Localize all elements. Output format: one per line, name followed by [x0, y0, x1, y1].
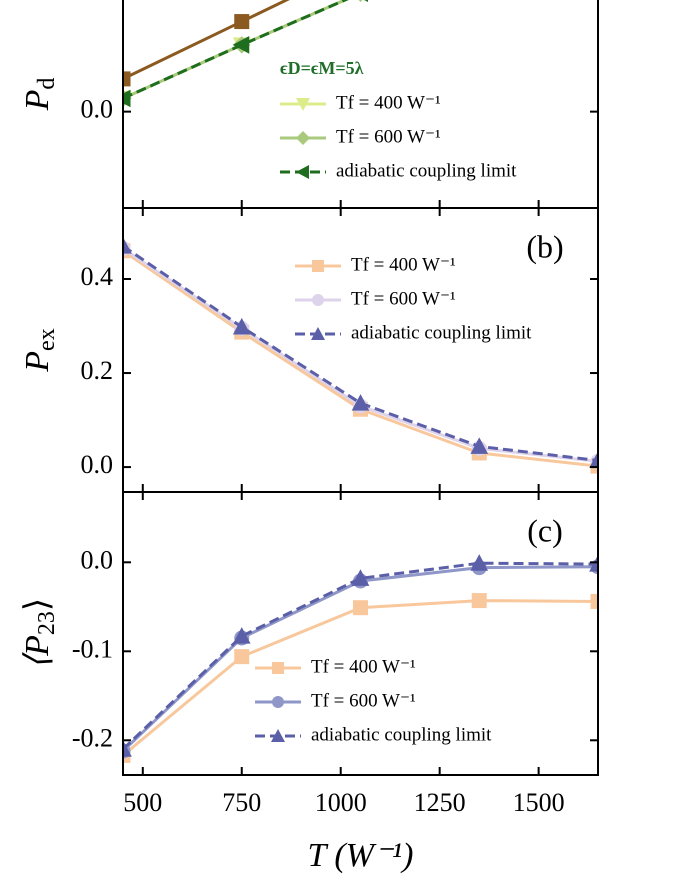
legend-label: adiabatic coupling limit [336, 160, 517, 181]
marker [123, 71, 131, 87]
y-tick-label: -0.2 [72, 723, 113, 752]
marker [232, 36, 250, 54]
marker [470, 554, 489, 571]
legend-label: Tf = 600 W⁻¹ [351, 288, 456, 309]
y-tick-label: -0.1 [72, 634, 113, 663]
y-label-main: P [19, 351, 56, 373]
x-tick-label: 750 [222, 788, 261, 817]
marker [351, 569, 370, 586]
marker [470, 437, 489, 454]
legend-marker [272, 696, 284, 708]
panel-label: (b) [526, 228, 563, 264]
y-axis-label: ⟨P23⟩ [19, 598, 60, 669]
marker [123, 89, 131, 108]
marker [358, 0, 363, 2]
x-tick-label: 500 [123, 788, 162, 817]
x-tick-label: 1250 [414, 788, 466, 817]
y-tick-label: 0.0 [81, 545, 114, 574]
marker [351, 394, 370, 411]
series-line [123, 247, 598, 463]
series-line [123, 0, 349, 100]
legend-marker [296, 165, 309, 179]
marker [232, 627, 251, 644]
plot-area [123, 237, 598, 474]
annotation: ϵD=ϵM=5λ [280, 58, 364, 78]
y-tick-label: 0.0 [81, 95, 114, 124]
series-line [123, 0, 349, 100]
y-axis-label: Pex [19, 328, 60, 372]
x-tick-label: 1000 [315, 788, 367, 817]
legend-marker [271, 729, 285, 742]
marker [123, 740, 132, 757]
series-line [123, 561, 598, 751]
marker [589, 451, 598, 468]
legend-marker [311, 327, 325, 340]
y-label-sub: d [34, 78, 60, 90]
marker [589, 555, 598, 572]
marker [234, 649, 250, 665]
legend-label: Tf = 600 W⁻¹ [336, 126, 441, 147]
legend-marker [296, 98, 310, 111]
series-line [123, 249, 598, 468]
y-tick-label: 0.2 [81, 356, 114, 385]
y-label-suffix: ⟩ [19, 598, 56, 611]
marker [364, 0, 368, 3]
legend-label: adiabatic coupling limit [351, 322, 532, 343]
marker [590, 593, 598, 609]
legend-marker [312, 260, 324, 272]
x-axis-label: T (W⁻¹) [308, 837, 414, 874]
marker [471, 593, 487, 609]
legend-label: Tf = 400 W⁻¹ [311, 656, 416, 677]
y-tick-label: 0.4 [81, 262, 114, 291]
legend-marker [272, 662, 284, 674]
axes-frame [122, 491, 599, 776]
legend-label: Tf = 600 W⁻¹ [311, 690, 416, 711]
series-line [123, 0, 349, 100]
y-tick-label: 0.0 [81, 450, 114, 479]
y-label-sub: 23 [34, 611, 60, 635]
y-label-sub: ex [34, 328, 60, 351]
legend-marker [296, 131, 310, 145]
marker [123, 237, 132, 254]
y-label-main: P [19, 90, 56, 112]
legend-label: adiabatic coupling limit [311, 724, 492, 745]
marker [353, 600, 368, 616]
y-label-main: ⟨P [19, 635, 56, 669]
legend-label: Tf = 400 W⁻¹ [351, 254, 456, 275]
plot-area [123, 0, 368, 108]
y-axis-label: Pd [19, 78, 60, 112]
panel-label: (c) [527, 512, 563, 548]
legend-label: Tf = 400 W⁻¹ [336, 92, 441, 113]
series-line [123, 244, 598, 462]
marker [232, 317, 251, 335]
x-tick-label: 1500 [513, 788, 565, 817]
plot-area [123, 554, 598, 763]
marker [234, 14, 250, 30]
legend-marker [312, 294, 324, 306]
